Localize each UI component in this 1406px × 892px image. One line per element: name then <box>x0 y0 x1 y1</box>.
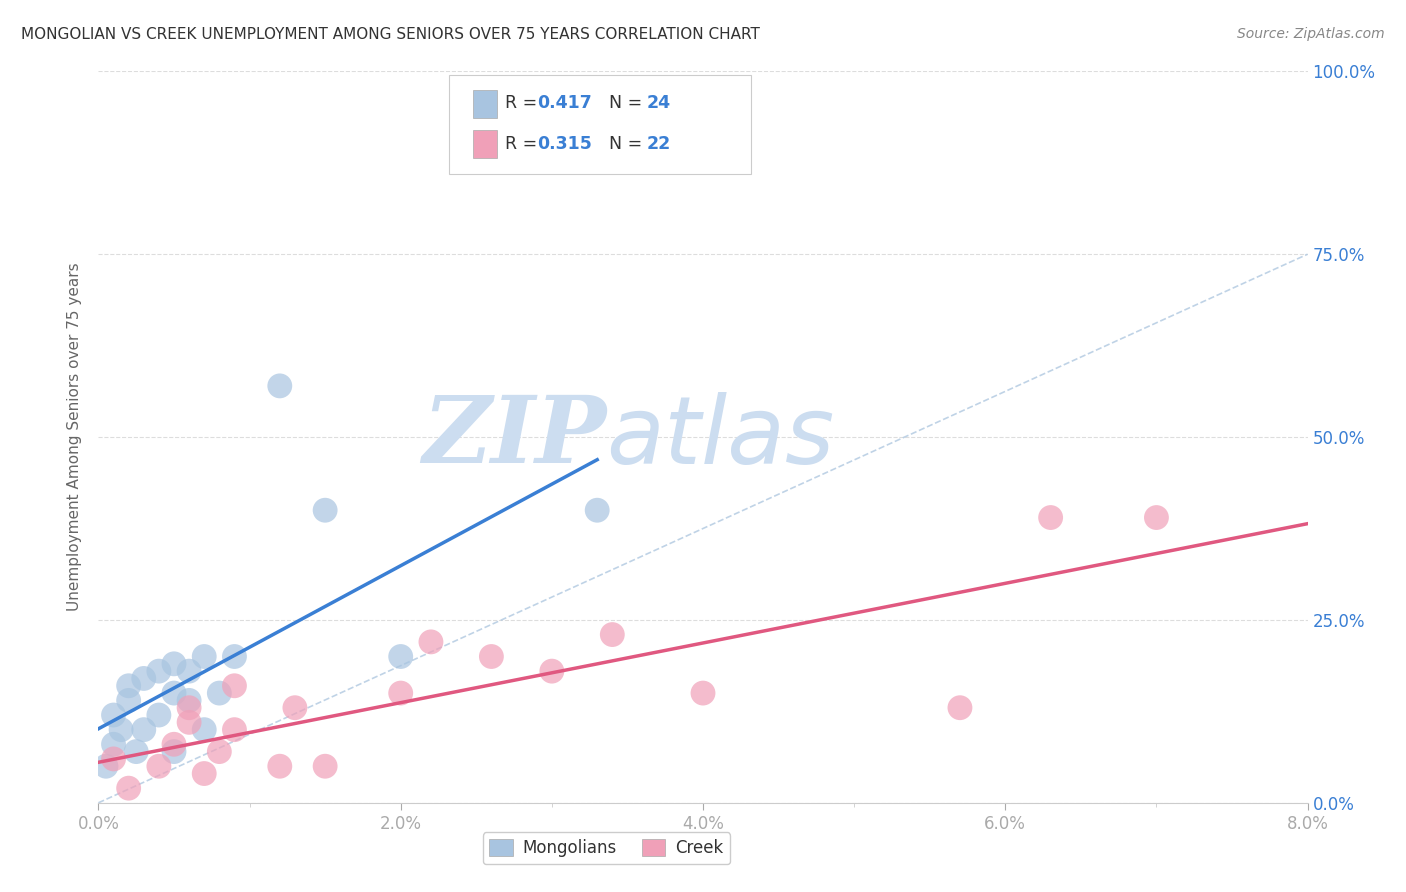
Point <box>163 737 186 751</box>
Point <box>481 649 503 664</box>
Point <box>224 679 246 693</box>
FancyBboxPatch shape <box>449 75 751 174</box>
FancyBboxPatch shape <box>474 90 498 118</box>
Point <box>148 664 170 678</box>
Point <box>540 664 562 678</box>
Text: ZIP: ZIP <box>422 392 606 482</box>
Point <box>94 759 117 773</box>
Point <box>586 503 609 517</box>
Point <box>125 745 148 759</box>
Point <box>163 657 186 671</box>
Text: N =: N = <box>609 95 647 112</box>
Point <box>193 766 215 780</box>
Point <box>949 700 972 714</box>
Point <box>179 664 201 678</box>
Point <box>269 759 291 773</box>
Point <box>208 686 231 700</box>
Point <box>103 708 125 723</box>
Point <box>420 635 443 649</box>
Text: N =: N = <box>609 135 647 153</box>
Point <box>148 708 170 723</box>
Point <box>163 745 186 759</box>
Point <box>314 503 336 517</box>
Point <box>148 759 170 773</box>
Point <box>224 723 246 737</box>
Point <box>1146 510 1168 524</box>
FancyBboxPatch shape <box>474 130 498 158</box>
Point <box>389 686 412 700</box>
Point <box>193 649 215 664</box>
Text: 0.417: 0.417 <box>537 95 592 112</box>
Text: MONGOLIAN VS CREEK UNEMPLOYMENT AMONG SENIORS OVER 75 YEARS CORRELATION CHART: MONGOLIAN VS CREEK UNEMPLOYMENT AMONG SE… <box>21 27 761 42</box>
Point <box>389 649 412 664</box>
Text: 24: 24 <box>647 95 671 112</box>
Text: 22: 22 <box>647 135 671 153</box>
Point <box>193 723 215 737</box>
Point <box>1039 510 1062 524</box>
Point <box>132 723 155 737</box>
Text: R =: R = <box>505 95 543 112</box>
Text: Source: ZipAtlas.com: Source: ZipAtlas.com <box>1237 27 1385 41</box>
Point <box>118 693 141 707</box>
Point <box>208 745 231 759</box>
Point <box>118 781 141 796</box>
Point <box>132 672 155 686</box>
Point <box>110 723 132 737</box>
Point <box>692 686 714 700</box>
Point <box>314 759 336 773</box>
Point <box>224 649 246 664</box>
Point <box>179 700 201 714</box>
Point <box>179 693 201 707</box>
Point <box>179 715 201 730</box>
Point <box>103 737 125 751</box>
Point <box>602 627 624 641</box>
Legend: Mongolians, Creek: Mongolians, Creek <box>482 832 730 864</box>
Point <box>103 752 125 766</box>
Point <box>284 700 307 714</box>
Text: 0.315: 0.315 <box>537 135 592 153</box>
Text: R =: R = <box>505 135 543 153</box>
Text: atlas: atlas <box>606 392 835 483</box>
Point <box>118 679 141 693</box>
Y-axis label: Unemployment Among Seniors over 75 years: Unemployment Among Seniors over 75 years <box>67 263 83 611</box>
Point <box>163 686 186 700</box>
Point <box>269 379 291 393</box>
